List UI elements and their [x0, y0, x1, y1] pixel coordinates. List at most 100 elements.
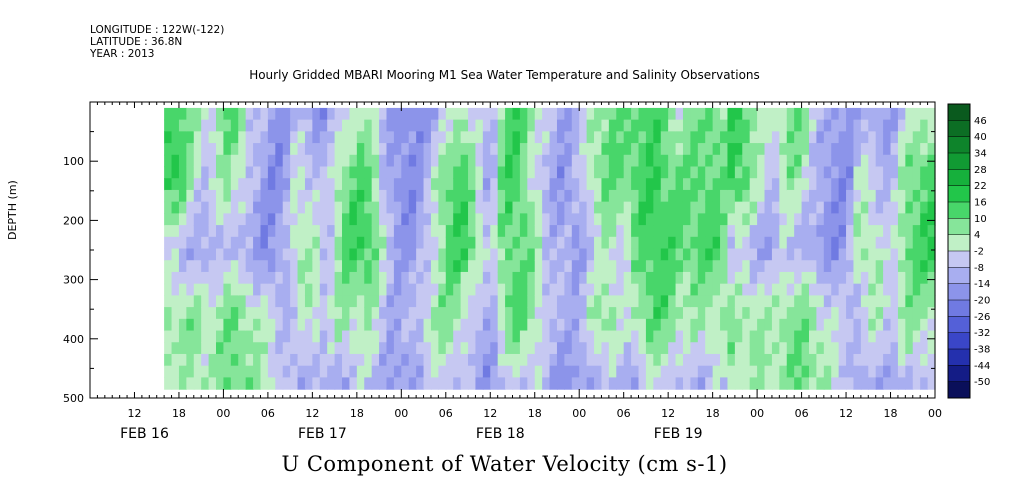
- velocity-cell: [475, 271, 484, 285]
- velocity-cell: [623, 271, 632, 285]
- velocity-cell: [297, 107, 306, 121]
- velocity-cell: [608, 154, 617, 168]
- velocity-cell: [601, 131, 610, 144]
- velocity-cell: [682, 107, 691, 121]
- velocity-cell: [771, 166, 780, 179]
- velocity-cell: [720, 189, 729, 203]
- velocity-cell: [549, 318, 558, 332]
- velocity-cell: [497, 248, 506, 261]
- x-tick-label: 18: [528, 407, 542, 420]
- velocity-cell: [393, 342, 402, 355]
- velocity-cell: [883, 189, 892, 203]
- velocity-cell: [794, 330, 803, 343]
- velocity-cell: [853, 154, 862, 168]
- velocity-cell: [453, 342, 462, 355]
- velocity-cell: [920, 178, 929, 191]
- velocity-cell: [608, 283, 617, 296]
- velocity-cell: [742, 143, 751, 156]
- velocity-cell: [868, 353, 877, 367]
- velocity-cell: [742, 166, 751, 179]
- velocity-cell: [453, 248, 462, 261]
- velocity-cell: [638, 342, 647, 355]
- velocity-cell: [897, 178, 906, 191]
- velocity-cell: [660, 260, 669, 273]
- velocity-cell: [690, 353, 699, 367]
- velocity-cell: [193, 201, 202, 214]
- velocity-cell: [742, 107, 751, 121]
- velocity-cell: [327, 236, 336, 250]
- velocity-cell: [542, 377, 551, 390]
- velocity-cell: [831, 107, 840, 121]
- velocity-cell: [527, 143, 536, 156]
- velocity-cell: [660, 365, 669, 379]
- velocity-cell: [616, 295, 625, 308]
- velocity-cell: [430, 353, 439, 367]
- velocity-cell: [356, 154, 365, 168]
- velocity-cell: [490, 225, 499, 238]
- velocity-cell: [245, 295, 254, 308]
- velocity-cell: [690, 166, 699, 179]
- velocity-cell: [779, 307, 788, 320]
- velocity-cell: [253, 318, 262, 332]
- velocity-cell: [608, 189, 617, 203]
- velocity-cell: [734, 248, 743, 261]
- velocity-cell: [653, 201, 662, 214]
- velocity-cell: [697, 189, 706, 203]
- velocity-cell: [556, 213, 565, 226]
- velocity-cell: [430, 307, 439, 320]
- velocity-cell: [364, 225, 373, 238]
- velocity-cell: [327, 365, 336, 379]
- velocity-cell: [312, 271, 321, 285]
- velocity-cell: [223, 342, 232, 355]
- velocity-cell: [838, 342, 847, 355]
- velocity-cell: [505, 260, 514, 273]
- velocity-cell: [223, 107, 232, 121]
- velocity-cell: [282, 107, 291, 121]
- velocity-cell: [482, 295, 491, 308]
- velocity-cell: [408, 178, 417, 191]
- velocity-cell: [253, 119, 262, 132]
- velocity-cell: [327, 119, 336, 132]
- velocity-cell: [356, 107, 365, 121]
- velocity-cell: [201, 377, 210, 390]
- velocity-cell: [468, 189, 477, 203]
- velocity-cell: [690, 189, 699, 203]
- velocity-cell: [327, 143, 336, 156]
- velocity-cell: [468, 295, 477, 308]
- velocity-cell: [423, 353, 432, 367]
- velocity-cell: [238, 342, 247, 355]
- velocity-cell: [771, 283, 780, 296]
- velocity-cell: [786, 225, 795, 238]
- colorbar-swatch: [948, 349, 970, 366]
- velocity-cell: [393, 131, 402, 144]
- velocity-cell: [645, 131, 654, 144]
- velocity-cell: [690, 271, 699, 285]
- velocity-cell: [660, 318, 669, 332]
- velocity-cell: [742, 353, 751, 367]
- velocity-cell: [512, 271, 521, 285]
- velocity-cell: [831, 236, 840, 250]
- velocity-cell: [364, 318, 373, 332]
- velocity-cell: [705, 107, 714, 121]
- velocity-cell: [178, 283, 187, 296]
- velocity-cell: [631, 295, 640, 308]
- velocity-cell: [542, 271, 551, 285]
- velocity-cell: [430, 201, 439, 214]
- velocity-cell: [771, 107, 780, 121]
- velocity-cell: [653, 236, 662, 250]
- velocity-cell: [794, 260, 803, 273]
- velocity-cell: [786, 236, 795, 250]
- velocity-cell: [290, 318, 299, 332]
- velocity-cell: [579, 271, 588, 285]
- velocity-cell: [260, 318, 269, 332]
- velocity-cell: [668, 307, 677, 320]
- velocity-cell: [445, 318, 454, 332]
- velocity-cell: [327, 353, 336, 367]
- velocity-cell: [860, 107, 869, 121]
- velocity-cell: [705, 189, 714, 203]
- velocity-cell: [253, 166, 262, 179]
- velocity-cell: [779, 107, 788, 121]
- velocity-cell: [897, 330, 906, 343]
- velocity-cell: [349, 225, 358, 238]
- velocity-cell: [379, 236, 388, 250]
